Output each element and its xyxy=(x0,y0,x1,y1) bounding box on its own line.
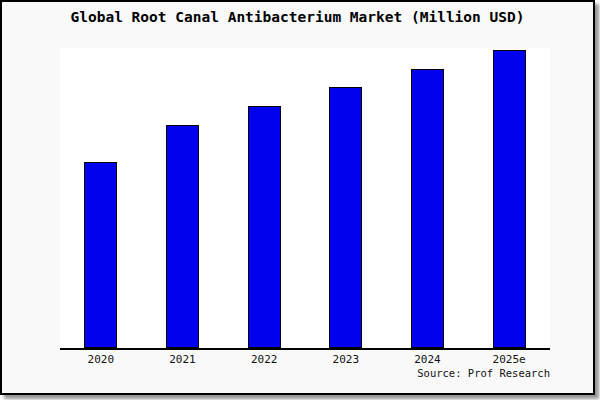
bar-2025e xyxy=(493,50,526,348)
x-tick-label: 2020 xyxy=(60,353,142,366)
source-label: Source: Prof Research xyxy=(417,367,550,379)
chart-panel: Global Root Canal Antibacterium Market (… xyxy=(0,0,595,395)
x-tick-label: 2024 xyxy=(387,353,469,366)
bar-2023 xyxy=(329,87,362,348)
x-tick-label: 2022 xyxy=(223,353,305,366)
bar-2022 xyxy=(248,106,281,348)
x-axis-labels: 202020212022202320242025e xyxy=(60,353,550,367)
bar-2024 xyxy=(411,69,444,348)
x-tick-label: 2025e xyxy=(468,353,550,366)
chart-frame: Global Root Canal Antibacterium Market (… xyxy=(0,0,600,400)
bar-2021 xyxy=(166,125,199,348)
x-tick-label: 2023 xyxy=(305,353,387,366)
chart-title: Global Root Canal Antibacterium Market (… xyxy=(0,9,595,25)
bar-2020 xyxy=(84,162,117,348)
plot-area xyxy=(60,48,550,350)
x-tick-label: 2021 xyxy=(142,353,224,366)
